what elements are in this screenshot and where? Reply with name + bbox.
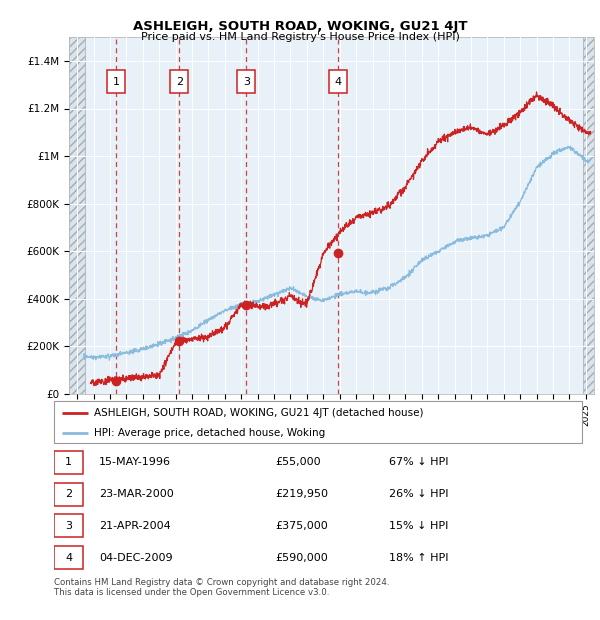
FancyBboxPatch shape bbox=[237, 71, 255, 93]
Text: 2: 2 bbox=[65, 489, 72, 499]
Bar bbox=[69, 37, 85, 394]
FancyBboxPatch shape bbox=[329, 71, 347, 93]
Text: Price paid vs. HM Land Registry's House Price Index (HPI): Price paid vs. HM Land Registry's House … bbox=[140, 32, 460, 42]
Text: 3: 3 bbox=[242, 77, 250, 87]
Text: ASHLEIGH, SOUTH ROAD, WOKING, GU21 4JT: ASHLEIGH, SOUTH ROAD, WOKING, GU21 4JT bbox=[133, 20, 467, 33]
FancyBboxPatch shape bbox=[54, 546, 83, 569]
Text: 4: 4 bbox=[335, 77, 342, 87]
FancyBboxPatch shape bbox=[54, 515, 83, 538]
Text: 15-MAY-1996: 15-MAY-1996 bbox=[99, 458, 171, 467]
Text: 04-DEC-2009: 04-DEC-2009 bbox=[99, 552, 173, 562]
Text: 18% ↑ HPI: 18% ↑ HPI bbox=[389, 552, 449, 562]
FancyBboxPatch shape bbox=[54, 401, 582, 443]
Text: £375,000: £375,000 bbox=[276, 521, 329, 531]
Text: 21-APR-2004: 21-APR-2004 bbox=[99, 521, 170, 531]
Text: 4: 4 bbox=[65, 552, 72, 562]
Text: HPI: Average price, detached house, Woking: HPI: Average price, detached house, Woki… bbox=[94, 428, 325, 438]
Text: £55,000: £55,000 bbox=[276, 458, 322, 467]
Text: £590,000: £590,000 bbox=[276, 552, 329, 562]
Text: 15% ↓ HPI: 15% ↓ HPI bbox=[389, 521, 449, 531]
FancyBboxPatch shape bbox=[107, 71, 125, 93]
Text: 1: 1 bbox=[65, 458, 72, 467]
FancyBboxPatch shape bbox=[54, 482, 83, 505]
FancyBboxPatch shape bbox=[170, 71, 188, 93]
Text: 26% ↓ HPI: 26% ↓ HPI bbox=[389, 489, 449, 499]
Bar bbox=[583, 37, 594, 394]
Text: 3: 3 bbox=[65, 521, 72, 531]
Text: 1: 1 bbox=[113, 77, 119, 87]
Text: ASHLEIGH, SOUTH ROAD, WOKING, GU21 4JT (detached house): ASHLEIGH, SOUTH ROAD, WOKING, GU21 4JT (… bbox=[94, 407, 423, 417]
Text: 67% ↓ HPI: 67% ↓ HPI bbox=[389, 458, 449, 467]
Text: Contains HM Land Registry data © Crown copyright and database right 2024.
This d: Contains HM Land Registry data © Crown c… bbox=[54, 578, 389, 597]
FancyBboxPatch shape bbox=[54, 451, 83, 474]
Text: 2: 2 bbox=[176, 77, 183, 87]
Text: 23-MAR-2000: 23-MAR-2000 bbox=[99, 489, 173, 499]
Text: £219,950: £219,950 bbox=[276, 489, 329, 499]
